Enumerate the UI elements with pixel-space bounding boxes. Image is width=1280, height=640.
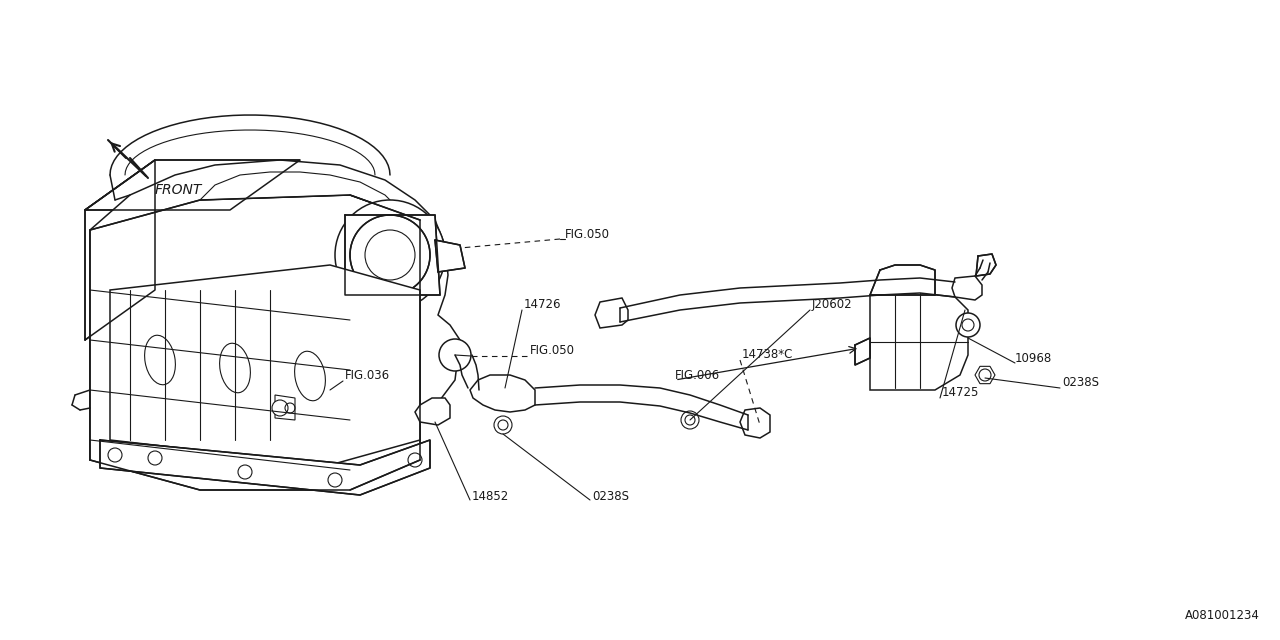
Polygon shape bbox=[200, 172, 420, 255]
Polygon shape bbox=[470, 375, 535, 412]
Circle shape bbox=[439, 339, 471, 371]
Text: FRONT: FRONT bbox=[155, 183, 202, 197]
Polygon shape bbox=[740, 408, 771, 438]
Text: 0238S: 0238S bbox=[591, 490, 628, 502]
Text: FIG.036: FIG.036 bbox=[346, 369, 390, 381]
Polygon shape bbox=[110, 265, 420, 465]
Polygon shape bbox=[595, 298, 628, 328]
Circle shape bbox=[681, 411, 699, 429]
Circle shape bbox=[148, 451, 163, 465]
Polygon shape bbox=[84, 160, 300, 210]
Text: 10968: 10968 bbox=[1015, 351, 1052, 365]
Polygon shape bbox=[415, 398, 451, 425]
Circle shape bbox=[956, 313, 980, 337]
Circle shape bbox=[408, 453, 422, 467]
Circle shape bbox=[238, 465, 252, 479]
Text: 14738*C: 14738*C bbox=[742, 348, 794, 360]
Circle shape bbox=[273, 400, 288, 416]
Polygon shape bbox=[975, 366, 995, 383]
Circle shape bbox=[335, 200, 445, 310]
Polygon shape bbox=[435, 240, 465, 272]
Polygon shape bbox=[855, 338, 870, 365]
Text: 0238S: 0238S bbox=[1062, 376, 1100, 388]
Polygon shape bbox=[870, 265, 934, 295]
Text: 14852: 14852 bbox=[472, 490, 509, 502]
Circle shape bbox=[349, 215, 430, 295]
Polygon shape bbox=[100, 440, 430, 495]
Circle shape bbox=[328, 473, 342, 487]
Text: FIG.006: FIG.006 bbox=[675, 369, 721, 381]
Polygon shape bbox=[870, 293, 968, 390]
Text: A081001234: A081001234 bbox=[1185, 609, 1260, 622]
Circle shape bbox=[979, 369, 991, 381]
Polygon shape bbox=[90, 195, 420, 490]
Text: 14726: 14726 bbox=[524, 298, 562, 310]
Text: FIG.050: FIG.050 bbox=[530, 344, 575, 356]
Circle shape bbox=[108, 448, 122, 462]
Polygon shape bbox=[275, 395, 294, 420]
Polygon shape bbox=[90, 160, 460, 462]
Circle shape bbox=[494, 416, 512, 434]
Polygon shape bbox=[346, 215, 440, 295]
Text: FIG.050: FIG.050 bbox=[564, 227, 611, 241]
Polygon shape bbox=[952, 276, 982, 300]
Polygon shape bbox=[977, 254, 996, 276]
Polygon shape bbox=[84, 160, 155, 340]
Text: J20602: J20602 bbox=[812, 298, 852, 310]
Text: 14725: 14725 bbox=[942, 385, 979, 399]
